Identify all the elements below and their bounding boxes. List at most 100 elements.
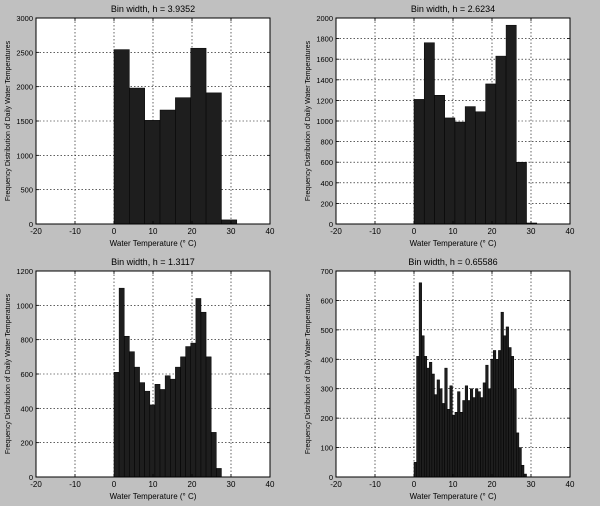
y-tick-label: 3000 xyxy=(16,14,33,23)
y-tick-label: 1000 xyxy=(16,151,33,160)
y-tick-label: 1200 xyxy=(16,267,33,276)
x-tick-label: 40 xyxy=(566,480,575,489)
x-axis-label: Water Temperature (° C) xyxy=(110,239,197,248)
y-tick-label: 0 xyxy=(29,220,33,229)
histogram-bar xyxy=(175,366,181,478)
histogram-bar xyxy=(521,464,525,478)
x-tick-label: 30 xyxy=(227,480,236,489)
histogram-bar xyxy=(439,388,443,478)
histogram-bar xyxy=(495,359,499,478)
x-tick-label: 40 xyxy=(566,227,575,236)
histogram-bar xyxy=(444,117,456,225)
histogram-bar xyxy=(464,106,476,225)
y-tick-label: 500 xyxy=(320,326,333,335)
histogram-bar xyxy=(216,468,222,478)
y-tick-label: 1500 xyxy=(16,117,33,126)
x-tick-label: -10 xyxy=(369,480,381,489)
histogram-bar xyxy=(487,388,491,478)
x-axis-label: Water Temperature (° C) xyxy=(410,492,497,501)
histogram-bar xyxy=(180,356,186,478)
y-tick-label: 0 xyxy=(329,220,333,229)
x-tick-label: 30 xyxy=(527,227,536,236)
y-tick-label: 600 xyxy=(20,370,33,379)
x-tick-label: 10 xyxy=(149,480,158,489)
x-tick-label: -20 xyxy=(30,227,42,236)
histogram-bar xyxy=(459,412,463,478)
y-axis-label: Frequency Distribution of Daily Water Te… xyxy=(5,40,12,201)
x-tick-label: -10 xyxy=(69,480,81,489)
histogram-bar xyxy=(490,359,494,478)
histogram-bar xyxy=(518,447,522,478)
histogram-bar xyxy=(164,375,171,478)
chart-title: Bin width, h = 1.3117 xyxy=(111,257,195,267)
x-tick-label: 40 xyxy=(266,480,275,489)
histogram-bar xyxy=(113,372,120,478)
histogram-bar xyxy=(195,298,202,478)
histogram-bar xyxy=(482,382,486,478)
histogram-bar xyxy=(470,388,474,478)
histogram-bar xyxy=(505,24,517,225)
x-tick-label: 20 xyxy=(488,227,497,236)
histogram-bar xyxy=(444,367,448,478)
y-axis-label: Frequency Distribution of Daily Water Te… xyxy=(5,293,12,454)
histogram-bar xyxy=(447,409,451,478)
y-tick-label: 0 xyxy=(29,473,33,482)
histogram-bar xyxy=(416,356,420,478)
x-tick-label: 20 xyxy=(488,480,497,489)
histogram-bar xyxy=(185,346,191,478)
x-tick-label: 0 xyxy=(112,227,117,236)
histogram-bar xyxy=(144,120,161,225)
y-tick-label: 200 xyxy=(20,439,33,448)
x-tick-label: 40 xyxy=(266,227,275,236)
histogram-bar xyxy=(190,47,207,225)
histogram-bar xyxy=(426,367,430,478)
histogram-bar xyxy=(457,391,461,478)
histogram-bar xyxy=(423,356,428,478)
histogram-bar xyxy=(516,161,527,225)
histogram-bar xyxy=(436,379,440,478)
y-tick-label: 400 xyxy=(320,179,333,188)
histogram-bar xyxy=(493,350,497,478)
x-tick-label: -10 xyxy=(369,227,381,236)
y-tick-label: 400 xyxy=(20,404,33,413)
histogram-bar xyxy=(452,414,456,478)
histogram-bar xyxy=(475,111,486,225)
histogram-bar xyxy=(513,388,517,478)
y-tick-label: 400 xyxy=(320,355,333,364)
histogram-bar xyxy=(429,361,433,478)
histogram-bar xyxy=(498,350,502,478)
y-tick-label: 1000 xyxy=(16,301,33,310)
x-tick-label: 0 xyxy=(112,480,117,489)
x-tick-label: 20 xyxy=(188,480,197,489)
histogram-bar xyxy=(495,55,507,225)
histogram-bar xyxy=(129,87,145,225)
histogram-bar xyxy=(462,400,466,478)
histogram-bar xyxy=(190,342,197,478)
histogram-panel-4: Bin width, h = 0.65586-20 -10 0 10 20 30 40010… xyxy=(305,257,575,501)
x-tick-label: 10 xyxy=(449,227,458,236)
histogram-bar xyxy=(413,99,425,225)
histogram-bar xyxy=(175,97,191,225)
histogram-bar xyxy=(118,287,125,478)
histogram-bar xyxy=(503,335,507,478)
histogram-bar xyxy=(441,403,445,478)
x-axis-label: Water Temperature (° C) xyxy=(110,492,197,501)
histogram-bar xyxy=(464,385,468,478)
y-tick-label: 200 xyxy=(320,414,333,423)
histogram-bar xyxy=(485,83,497,225)
y-tick-label: 600 xyxy=(320,296,333,305)
histogram-panel-1: Bin width, h = 3.9352 -20 -10 0 10 20 30 40 0 500… xyxy=(5,4,275,248)
y-axis-label: Frequency Distribution of Daily Water Te… xyxy=(305,40,312,201)
x-tick-label: 10 xyxy=(149,227,158,236)
histogram-bar xyxy=(510,356,515,478)
x-tick-label: 30 xyxy=(527,480,536,489)
y-tick-label: 1800 xyxy=(316,35,333,44)
x-tick-label: -20 xyxy=(330,227,342,236)
histogram-bar xyxy=(485,364,489,478)
x-tick-label: 0 xyxy=(412,480,417,489)
histogram-bar xyxy=(129,351,135,478)
x-tick-label: -10 xyxy=(69,227,81,236)
histogram-bar xyxy=(434,95,445,225)
histogram-bar xyxy=(477,391,481,478)
